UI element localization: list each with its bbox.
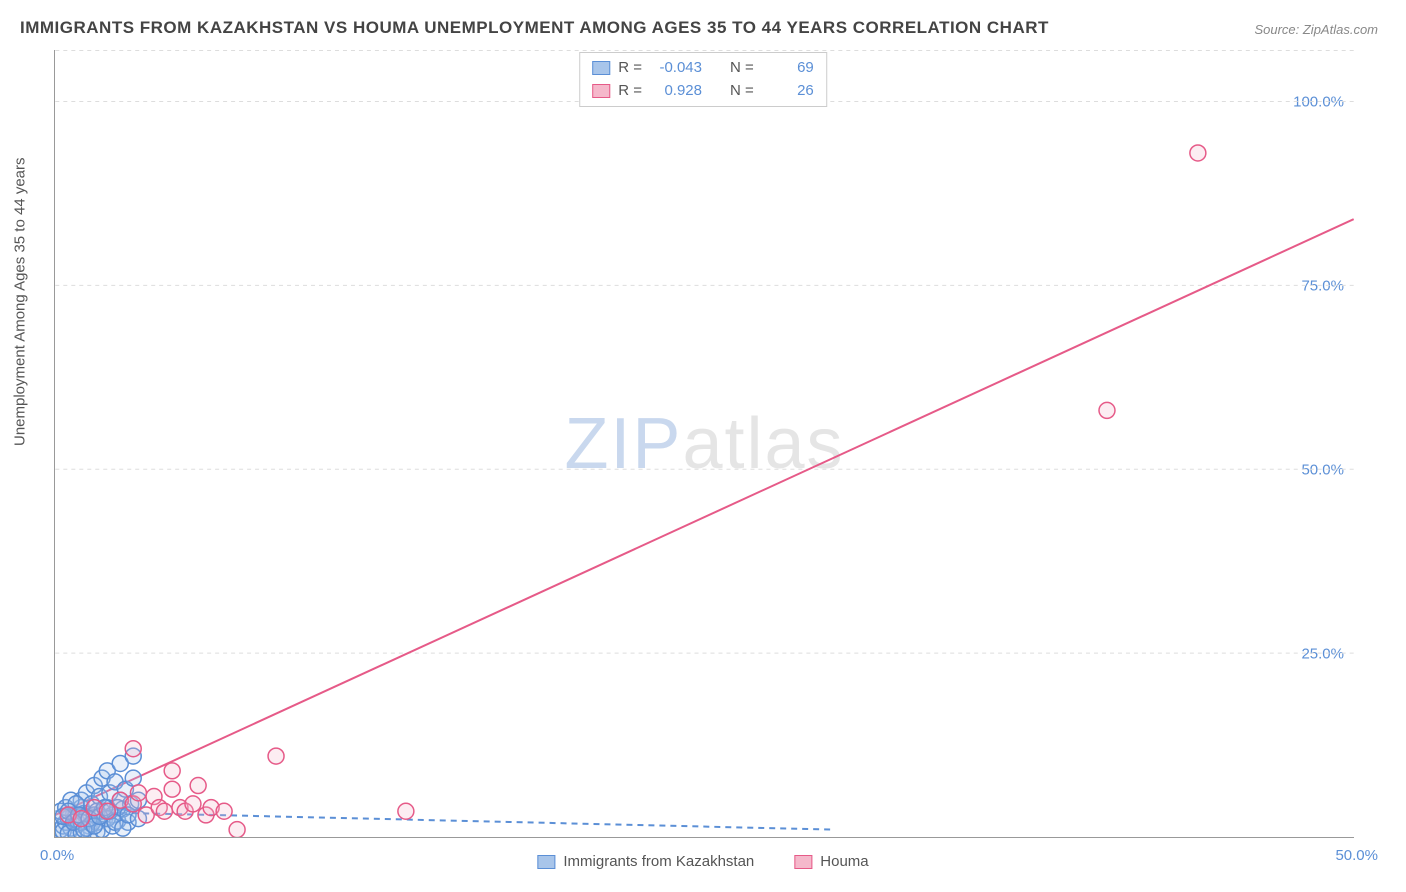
y-axis-label: Unemployment Among Ages 35 to 44 years — [12, 157, 29, 446]
swatch-pink — [794, 855, 812, 869]
n-value-blue: 69 — [762, 57, 814, 80]
bottom-legend: Immigrants from Kazakhstan Houma — [537, 853, 868, 870]
legend-label-pink: Houma — [820, 853, 868, 870]
x-tick-0: 0.0% — [40, 847, 74, 864]
stats-row-blue: R = -0.043 N = 69 — [592, 57, 814, 80]
r-value-blue: -0.043 — [650, 57, 702, 80]
x-tick-max: 50.0% — [1335, 847, 1378, 864]
r-value-pink: 0.928 — [650, 80, 702, 103]
swatch-pink — [592, 84, 610, 98]
n-label: N = — [730, 57, 754, 80]
legend-item-pink: Houma — [794, 853, 868, 870]
legend-item-blue: Immigrants from Kazakhstan — [537, 853, 754, 870]
n-label: N = — [730, 80, 754, 103]
source-citation: Source: ZipAtlas.com — [1254, 22, 1378, 37]
swatch-blue — [592, 61, 610, 75]
n-value-pink: 26 — [762, 80, 814, 103]
r-label: R = — [618, 57, 642, 80]
legend-label-blue: Immigrants from Kazakhstan — [563, 853, 754, 870]
stats-legend: R = -0.043 N = 69 R = 0.928 N = 26 — [579, 52, 827, 107]
chart-canvas — [55, 50, 1354, 837]
r-label: R = — [618, 80, 642, 103]
swatch-blue — [537, 855, 555, 869]
stats-row-pink: R = 0.928 N = 26 — [592, 80, 814, 103]
plot-area: ZIPatlas 25.0%50.0%75.0%100.0% — [54, 50, 1354, 838]
chart-title: IMMIGRANTS FROM KAZAKHSTAN VS HOUMA UNEM… — [20, 18, 1049, 38]
